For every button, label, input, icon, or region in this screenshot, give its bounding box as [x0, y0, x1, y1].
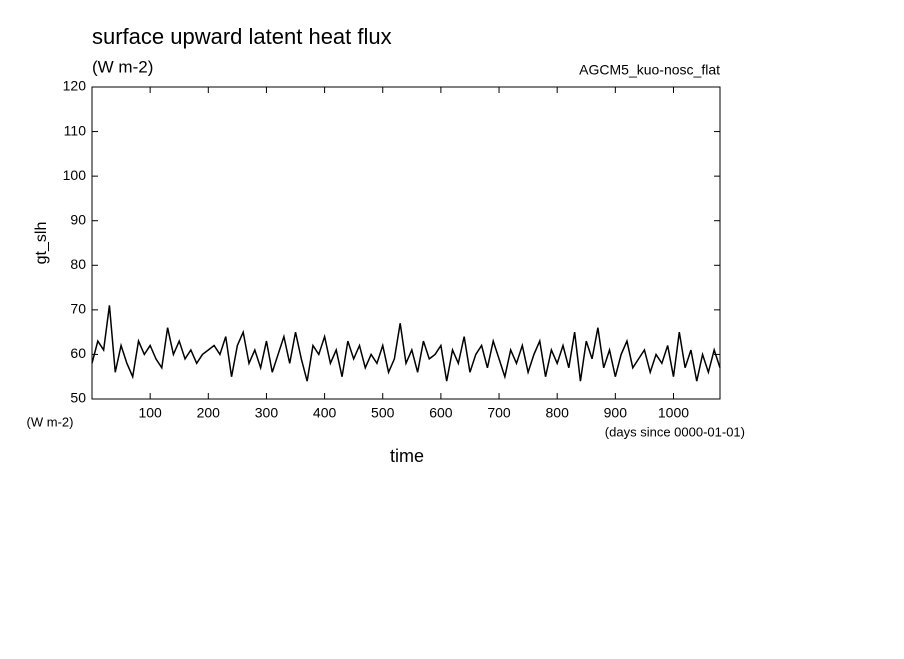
x-axis-label: time — [390, 446, 424, 466]
annotation: AGCM5_kuo-nosc_flat — [579, 62, 720, 78]
x-tick-label: 100 — [138, 405, 162, 421]
x-tick-label: 600 — [429, 405, 453, 421]
y-tick-label: 50 — [70, 390, 86, 406]
chart-title: surface upward latent heat flux — [92, 24, 392, 49]
data-line — [91, 305, 721, 382]
plot-frame — [91, 86, 721, 400]
y-axis-label: gt_slh — [33, 222, 50, 265]
x-tick-label: 400 — [313, 405, 337, 421]
y-tick-label: 80 — [70, 256, 86, 272]
chart-subtitle: (W m-2) — [92, 57, 153, 76]
x-tick-label: 800 — [546, 405, 570, 421]
y-tick-label: 90 — [70, 211, 86, 227]
y-tick-label: 60 — [70, 345, 86, 361]
y-units: (W m-2) — [27, 414, 74, 429]
y-tick-label: 120 — [63, 78, 87, 94]
x-tick-label: 200 — [197, 405, 221, 421]
y-tick-label: 70 — [70, 301, 86, 317]
y-tick-label: 110 — [64, 122, 87, 138]
y-tick-label: 100 — [63, 167, 87, 183]
x-tick-label: 700 — [487, 405, 511, 421]
x-units: (days since 0000-01-01) — [605, 424, 745, 439]
x-tick-label: 500 — [371, 405, 395, 421]
x-tick-label: 1000 — [658, 405, 689, 421]
x-tick-label: 300 — [255, 405, 279, 421]
x-tick-label: 900 — [604, 405, 628, 421]
